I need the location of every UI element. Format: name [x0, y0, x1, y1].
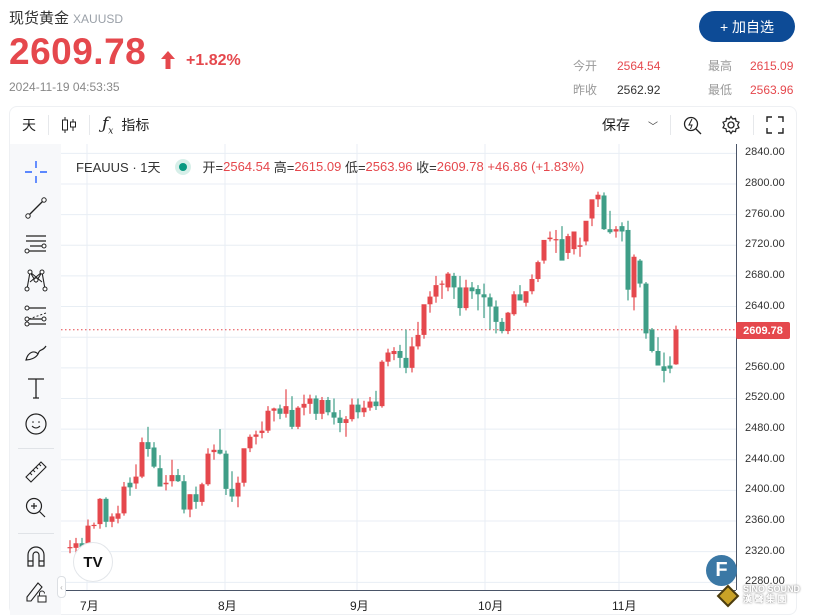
magnet-icon[interactable] — [24, 544, 48, 568]
legend-high-label: 高= — [273, 160, 295, 175]
watermark-brand: SINO SOUND 漢 聲 集 團 — [743, 584, 800, 604]
ruler-icon[interactable] — [24, 460, 48, 484]
time-axis[interactable]: 7月 8月 9月 10月 11月 — [61, 590, 736, 615]
price-tick-label: 2320.00 — [745, 544, 785, 557]
price-tick-label: 2400.00 — [745, 483, 785, 496]
stat-low: 最低 2563.96 — [708, 83, 794, 97]
legend-open: 2564.54 — [223, 159, 271, 174]
quick-search-icon[interactable] — [683, 115, 703, 135]
price-tick-label: 2280.00 — [745, 575, 785, 588]
toolbar-divider — [753, 115, 754, 135]
fib-retracement-icon[interactable] — [24, 232, 48, 256]
price-tick-label: 2800.00 — [745, 177, 785, 189]
instrument-title: 现货黄金 XAUUSD — [9, 7, 123, 28]
stat-open: 今开 2564.54 — [573, 59, 661, 73]
arrow-up-icon — [161, 51, 175, 69]
instrument-symbol: XAUUSD — [73, 12, 124, 26]
save-label: 保存 — [602, 117, 630, 133]
indicators-button[interactable]: ƒx 指标 — [102, 114, 149, 136]
price-axis[interactable]: 2840.00 2800.00 2760.00 2720.00 2680.00 2640.… — [736, 144, 796, 590]
current-price: 2609.78 — [9, 31, 147, 72]
time-tick-label: 8月 — [218, 599, 237, 613]
toolbar-divider — [89, 115, 90, 135]
sidebar-divider — [18, 448, 54, 449]
function-icon: ƒx — [102, 113, 114, 137]
toolbar-divider — [48, 115, 49, 135]
prediction-icon[interactable] — [24, 304, 48, 328]
settings-gear-icon[interactable] — [721, 115, 741, 135]
legend-close-label: 收= — [416, 160, 437, 175]
price-tick-label: 2520.00 — [745, 391, 785, 404]
stat-high: 最高 2615.09 — [708, 59, 794, 73]
time-tick-label: 7月 — [80, 599, 99, 613]
stat-prev-close: 昨收 2562.92 — [573, 83, 661, 97]
time-tick-label: 10月 — [478, 599, 504, 613]
trend-line-icon[interactable] — [24, 196, 48, 220]
save-button[interactable]: 保存 ﹀ — [602, 115, 658, 135]
legend-close: 2609.78 — [436, 159, 484, 174]
collapse-sidebar-button[interactable]: ‹ — [57, 576, 66, 598]
legend-low: 2563.96 — [365, 159, 413, 174]
pattern-icon[interactable] — [24, 268, 48, 292]
last-price-label: 2609.78 — [736, 322, 790, 339]
watermark-badge: F — [706, 555, 737, 586]
price-tick-label: 2440.00 — [745, 452, 785, 465]
emoji-icon[interactable] — [24, 412, 48, 436]
watermark-brand-cn: 漢 聲 集 團 — [743, 594, 787, 604]
indicators-label: 指标 — [121, 116, 150, 133]
chevron-down-icon: ﹀ — [648, 121, 658, 133]
text-icon[interactable] — [24, 376, 48, 400]
tradingview-logo[interactable]: TV — [73, 542, 113, 582]
market-status-icon — [174, 158, 191, 175]
legend-open-label: 开= — [202, 160, 224, 175]
instrument-name: 现货黄金 — [9, 10, 70, 27]
change-percent: +1.82% — [186, 52, 241, 69]
legend-change: +46.86 (+1.83%) — [487, 159, 585, 174]
candle-type-icon[interactable] — [61, 116, 77, 134]
price-tick-label: 2360.00 — [745, 514, 785, 527]
price-tick-label: 2560.00 — [745, 360, 785, 373]
lock-drawings-icon[interactable] — [24, 580, 48, 604]
legend-low-label: 低= — [344, 160, 366, 175]
price-tick-label: 2680.00 — [745, 268, 785, 281]
time-tick-label: 11月 — [612, 599, 637, 613]
price-tick-label: 2640.00 — [745, 299, 785, 312]
sidebar-divider — [18, 533, 54, 534]
drawing-tools-sidebar — [10, 144, 61, 615]
price-tick-label: 2480.00 — [745, 422, 785, 435]
candlestick-chart[interactable] — [61, 144, 736, 590]
chart-legend: FEAUUS · 1天 开= 2564.54 高= 2615.09 低= 2563.9… — [76, 157, 584, 176]
price-tick-label: 2720.00 — [745, 238, 785, 251]
crosshair-icon[interactable] — [24, 160, 48, 184]
legend-symbol: FEAUUS · 1天 — [76, 160, 161, 175]
add-to-watchlist-button[interactable]: + 加自选 — [699, 11, 795, 42]
toolbar-divider — [670, 115, 671, 135]
chart-panel — [9, 106, 797, 615]
legend-high: 2615.09 — [294, 159, 342, 174]
timestamp: 2024-11-19 04:53:35 — [9, 80, 120, 94]
fullscreen-icon[interactable] — [766, 116, 784, 134]
time-tick-label: 9月 — [350, 599, 369, 613]
chart-toolbar: 天 ƒx 指标 保存 ﹀ — [10, 107, 796, 143]
interval-button[interactable]: 天 — [22, 117, 36, 133]
watermark-brand-en: SINO SOUND — [743, 584, 801, 594]
brush-icon[interactable] — [24, 340, 48, 364]
zoom-in-icon[interactable] — [24, 496, 48, 520]
price-tick-label: 2840.00 — [745, 146, 785, 159]
price-tick-label: 2760.00 — [745, 207, 785, 220]
